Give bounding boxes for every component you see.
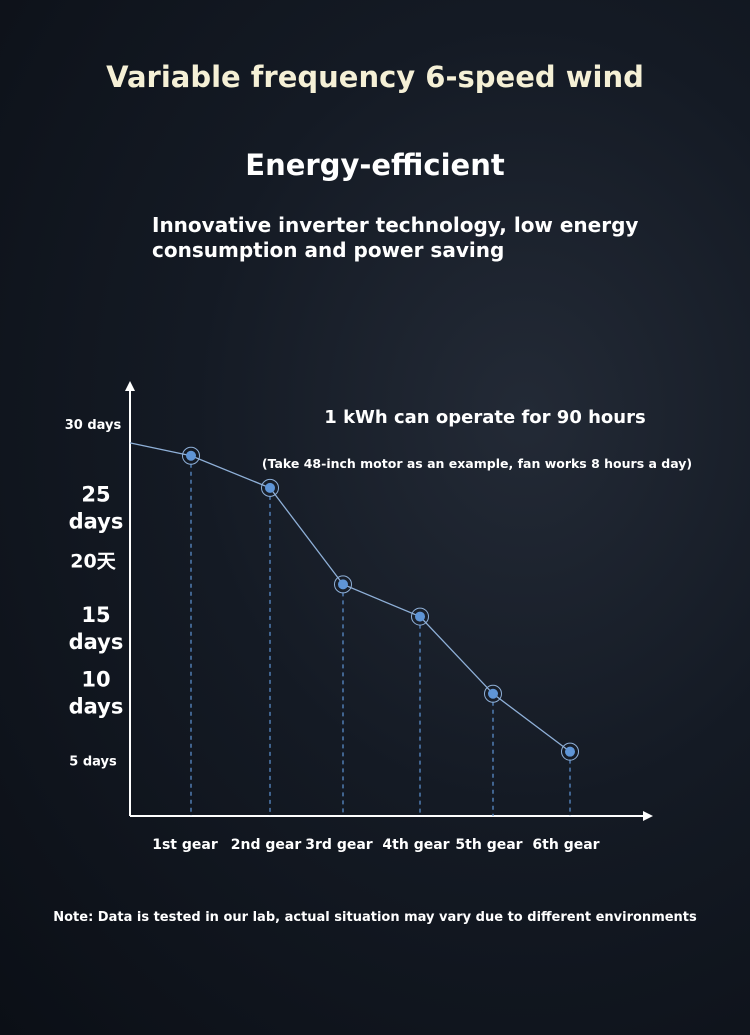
x-tick-label: 1st gear (152, 837, 218, 853)
y-tick-label: 15 days (69, 603, 124, 654)
y-tick-label: 5 days (69, 755, 117, 770)
data-point-dot (186, 450, 196, 461)
data-point-dot (488, 688, 498, 699)
chart-annotation-main: 1 kWh can operate for 90 hours (324, 407, 645, 428)
x-tick-label: 2nd gear (231, 837, 302, 853)
x-tick-label: 6th gear (532, 837, 599, 853)
data-point (182, 446, 200, 465)
x-tick-label: 3rd gear (305, 837, 373, 853)
data-point-ring (261, 478, 279, 497)
data-point (484, 684, 502, 703)
data-point-dot (265, 482, 275, 493)
data-point (334, 575, 352, 594)
data-point-ring (334, 575, 352, 594)
y-tick-label: 25 days (69, 482, 124, 533)
page-subtitle: Energy-efficient (245, 148, 505, 182)
data-point-ring (484, 684, 502, 703)
line-chart: 1 kWh can operate for 90 hours (Take 48-… (65, 381, 692, 853)
y-tick-label: 10 days (69, 667, 124, 718)
data-point (411, 607, 429, 626)
description: Innovative inverter technology, low ener… (152, 213, 639, 262)
data-point-dot (565, 746, 575, 757)
data-point-ring (561, 742, 579, 761)
data-point (561, 742, 579, 761)
x-tick-label: 5th gear (455, 837, 522, 853)
y-tick-label: 30 days (65, 418, 122, 433)
data-point-dot (338, 579, 348, 590)
data-point-ring (182, 446, 200, 465)
data-point (261, 478, 279, 497)
page-title: Variable frequency 6-speed wind (106, 60, 644, 94)
data-point-dot (415, 611, 425, 622)
chart-annotation-sub: (Take 48-inch motor as an example, fan w… (262, 456, 692, 471)
footnote: Note: Data is tested in our lab, actual … (53, 910, 697, 925)
series-line (129, 442, 571, 753)
x-tick-label: 4th gear (382, 837, 449, 853)
y-tick-label: 20天 (70, 551, 116, 573)
data-point-ring (411, 607, 429, 626)
